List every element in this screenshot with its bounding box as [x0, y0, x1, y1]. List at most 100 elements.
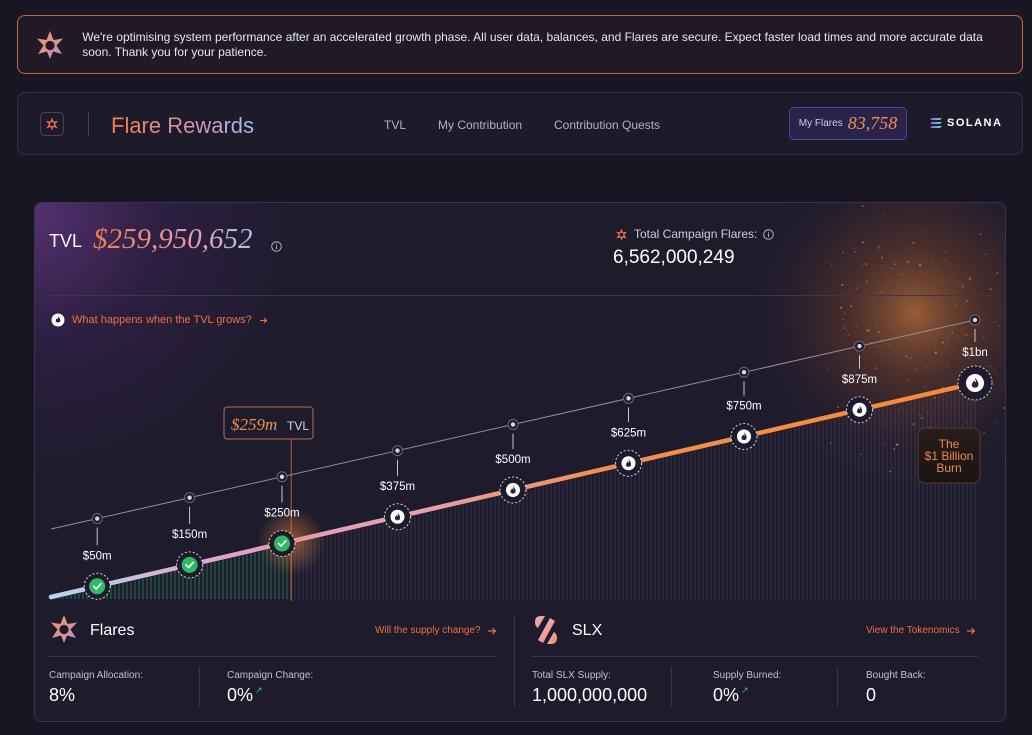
milestone-500m[interactable]: $500m [495, 419, 531, 504]
my-flares-badge[interactable]: My Flares 83,758 [789, 107, 907, 140]
top-nav: Flare Rewards TVL My Contribution Contri… [17, 92, 1023, 155]
globe-dot [952, 300, 954, 302]
globe-dot [921, 380, 923, 382]
solana-icon [930, 118, 942, 128]
total-supply-label: Total SLX Supply: [532, 670, 611, 681]
total-campaign-flares: Total Campaign Flares: [615, 227, 775, 241]
globe-dot [893, 348, 895, 350]
globe-dot [831, 265, 832, 266]
nav-link-contribution-quests[interactable]: Contribution Quests [554, 118, 661, 132]
globe-dot [944, 228, 946, 230]
globe-dot [977, 284, 979, 286]
arrow-right-icon [259, 317, 268, 323]
globe-dot [844, 324, 847, 327]
globe-dot [987, 355, 989, 357]
globe-dot [921, 231, 923, 233]
milestone-label: $750m [726, 401, 761, 413]
milestone-625m[interactable]: $625m [611, 392, 646, 477]
globe-dot [995, 374, 998, 376]
milestone-375m[interactable]: $375m [380, 445, 415, 531]
globe-dot [881, 264, 884, 267]
campaign-allocation-label: Campaign Allocation: [49, 670, 143, 681]
globe-dot [967, 357, 970, 359]
flame-icon [510, 486, 516, 494]
globe-dot [983, 336, 985, 339]
globe-dot [915, 380, 917, 382]
globe-dot [855, 287, 858, 290]
page-title: Flare Rewards [111, 113, 255, 138]
arrow-right-icon [966, 627, 975, 634]
globe-dot [837, 406, 840, 409]
globe-dot [907, 379, 910, 381]
current-tvl-marker-value: $259m [231, 415, 277, 434]
globe-dot [883, 443, 886, 446]
globe-dot [876, 345, 879, 348]
flares-divider [49, 656, 497, 657]
arrow-right-icon [487, 627, 496, 634]
milestone-250m[interactable]: $250m [264, 471, 300, 557]
stat-divider [837, 667, 838, 707]
tokenomics-link[interactable]: View the Tokenomics [866, 625, 976, 636]
globe-dot [961, 352, 963, 355]
flame-icon [394, 512, 401, 521]
globe-dot [878, 248, 880, 250]
milestone-label: $875m [842, 374, 877, 386]
stat-divider [199, 667, 200, 707]
my-flares-label: My Flares [798, 118, 843, 129]
burn-label-line-3: Burn [936, 461, 961, 475]
globe-dot [994, 422, 996, 424]
slx-divider [532, 656, 978, 657]
globe-dot [907, 260, 910, 264]
flare-logo-icon[interactable] [40, 112, 64, 136]
globe-dot [920, 416, 923, 419]
supply-change-link[interactable]: Will the supply change? [375, 625, 497, 636]
campaign-change-stat: 0% ↗ [227, 685, 263, 706]
globe-dot [850, 305, 853, 308]
milestone-750m[interactable]: $750m [726, 366, 762, 450]
globe-dot [997, 324, 1000, 327]
globe-dot [934, 344, 937, 347]
milestone-1bn[interactable]: $1bn [957, 314, 993, 401]
check-icon-bg [181, 556, 198, 573]
globe-dot [914, 368, 916, 371]
section-divider [49, 295, 991, 296]
supply-change-link-text: Will the supply change? [375, 625, 481, 636]
info-icon[interactable] [763, 228, 775, 240]
globe-dot [940, 278, 942, 281]
globe-dot [961, 285, 964, 288]
globe-dot [983, 431, 985, 434]
billion-burn-badge[interactable]: The $1 Billion Burn [917, 427, 981, 484]
flame-icon [625, 459, 632, 467]
globe-dot [877, 245, 881, 248]
info-icon[interactable] [271, 239, 282, 257]
globe-dot [861, 241, 864, 244]
nav-divider [88, 112, 89, 136]
globe-dot [934, 351, 937, 354]
current-tvl-marker: $259m TVL [223, 406, 314, 440]
globe-dot [840, 306, 843, 309]
globe-dot [893, 447, 896, 451]
network-name: SOLANA [947, 117, 1003, 129]
nav-link-my-contribution[interactable]: My Contribution [438, 118, 523, 132]
globe-dot [880, 339, 882, 341]
nav-link-tvl[interactable]: TVL [384, 118, 407, 132]
tvl-chart: $50m $150m $250m $375m $500m $625m $750m $875m $… [48, 203, 1005, 601]
globe-dot [912, 409, 914, 410]
slx-title: SLX [572, 622, 603, 639]
flare-star-icon [615, 227, 628, 241]
milestone-upper-dot-core [395, 448, 400, 453]
bought-back-label: Bought Back: [866, 670, 926, 681]
milestone-875m[interactable]: $875m [842, 340, 877, 424]
globe-dot [941, 341, 944, 344]
milestone-150m[interactable]: $150m [172, 492, 207, 579]
globe-dot [873, 298, 876, 300]
globe-dot [946, 265, 949, 268]
what-happens-link[interactable]: What happens when the TVL grows? [51, 313, 268, 327]
milestone-label: $625m [611, 427, 646, 439]
globe-dot [981, 352, 984, 354]
globe-dot [930, 418, 933, 421]
globe-dot [933, 396, 936, 399]
milestone-50m[interactable]: $50m [83, 513, 112, 600]
globe-dot [867, 467, 869, 469]
globe-dot [947, 410, 950, 412]
